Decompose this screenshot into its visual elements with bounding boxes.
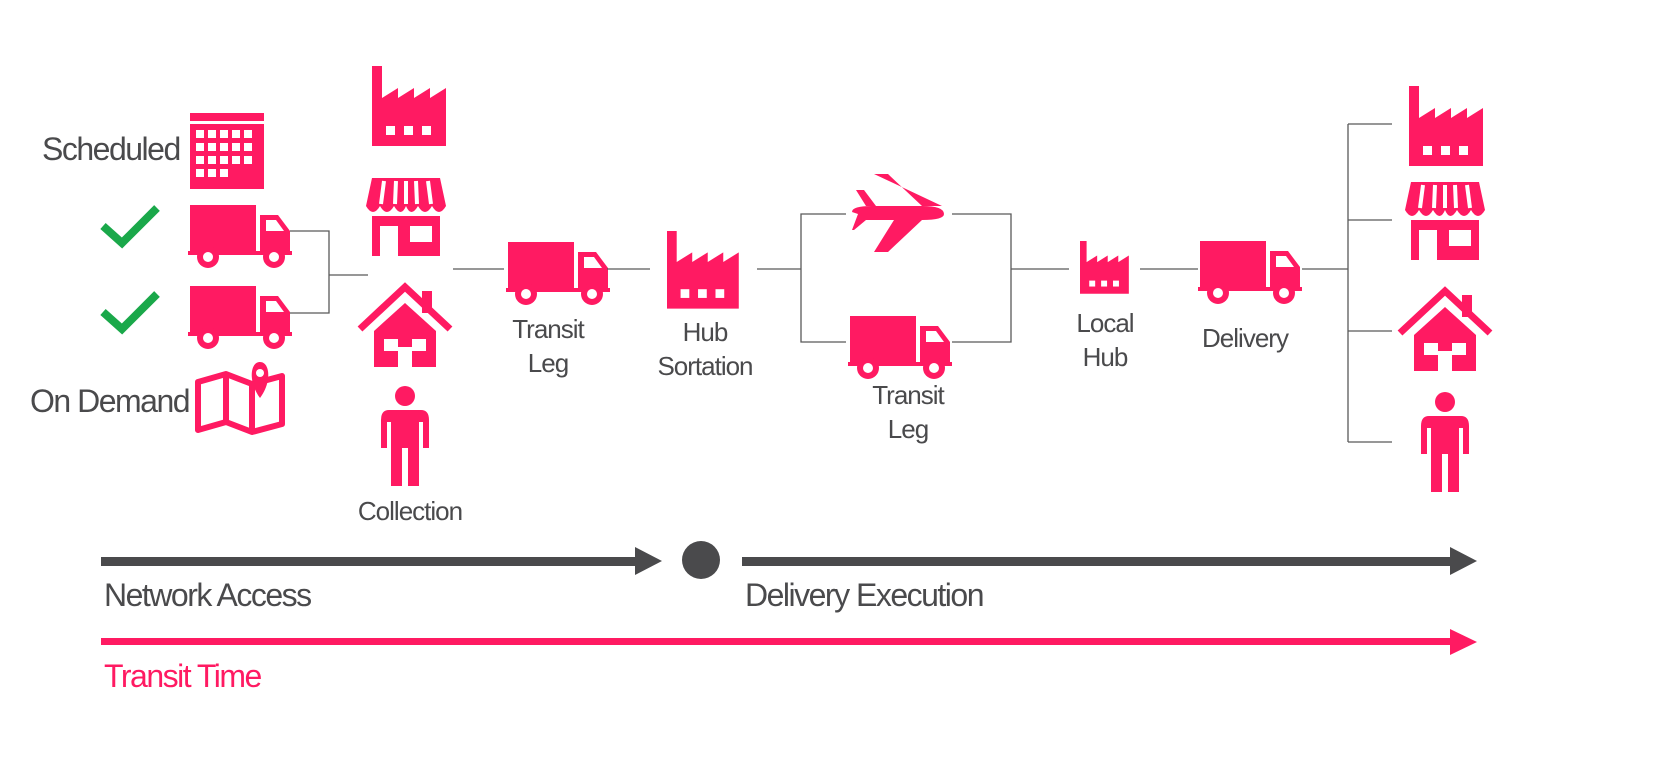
network-access-arrow xyxy=(101,547,662,575)
hub-sortation-label-line2: Sortation xyxy=(657,351,753,381)
collection-label: Collection xyxy=(357,496,463,526)
hub-sortation-label-line1: Hub xyxy=(682,317,729,347)
factory-icon xyxy=(1409,86,1483,166)
check-icon xyxy=(100,205,160,249)
house-icon xyxy=(1400,291,1490,371)
check-icon xyxy=(100,291,160,335)
airplane-icon xyxy=(852,174,944,252)
local-hub-label-line2: Hub xyxy=(1082,342,1129,372)
transit-time-arrow xyxy=(101,629,1477,655)
transit-leg-label-line1: Transit xyxy=(512,314,585,344)
delivery-execution-arrow xyxy=(742,547,1477,575)
network-access-label: Network Access xyxy=(104,577,312,613)
local-hub-label: Local Hub xyxy=(1055,306,1155,374)
truck-icon xyxy=(848,316,952,379)
transit-leg-label: Transit Leg xyxy=(848,378,968,446)
delivery-execution-label: Delivery Execution xyxy=(745,577,985,613)
delivery-label: Delivery xyxy=(1202,323,1289,353)
local-hub-label-line1: Local xyxy=(1076,308,1134,338)
transit-leg-label-line2: Leg xyxy=(887,414,929,444)
person-icon xyxy=(381,386,429,486)
person-icon xyxy=(1421,392,1469,492)
house-icon xyxy=(360,287,450,367)
factory-icon xyxy=(667,231,739,309)
truck-icon xyxy=(506,242,610,305)
hub-sortation-label: Hub Sortation xyxy=(640,315,770,383)
transit-leg-label-line1: Transit xyxy=(872,380,945,410)
truck-icon xyxy=(1198,241,1302,304)
truck-icon xyxy=(188,286,292,349)
on-demand-label: On Demand xyxy=(30,383,191,419)
factory-icon xyxy=(1080,241,1129,294)
transit-leg-label-line2: Leg xyxy=(527,348,569,378)
calendar-icon xyxy=(190,113,264,189)
factory-icon xyxy=(372,66,446,146)
transit-leg-label: Transit Leg xyxy=(488,312,608,380)
scheduled-label: Scheduled xyxy=(42,131,181,167)
map-pin-icon xyxy=(195,362,285,435)
shop-icon xyxy=(1403,180,1487,262)
truck-icon xyxy=(188,205,292,268)
shop-icon xyxy=(364,176,448,258)
phase-divider-dot xyxy=(682,541,720,579)
transit-time-label: Transit Time xyxy=(104,658,262,694)
